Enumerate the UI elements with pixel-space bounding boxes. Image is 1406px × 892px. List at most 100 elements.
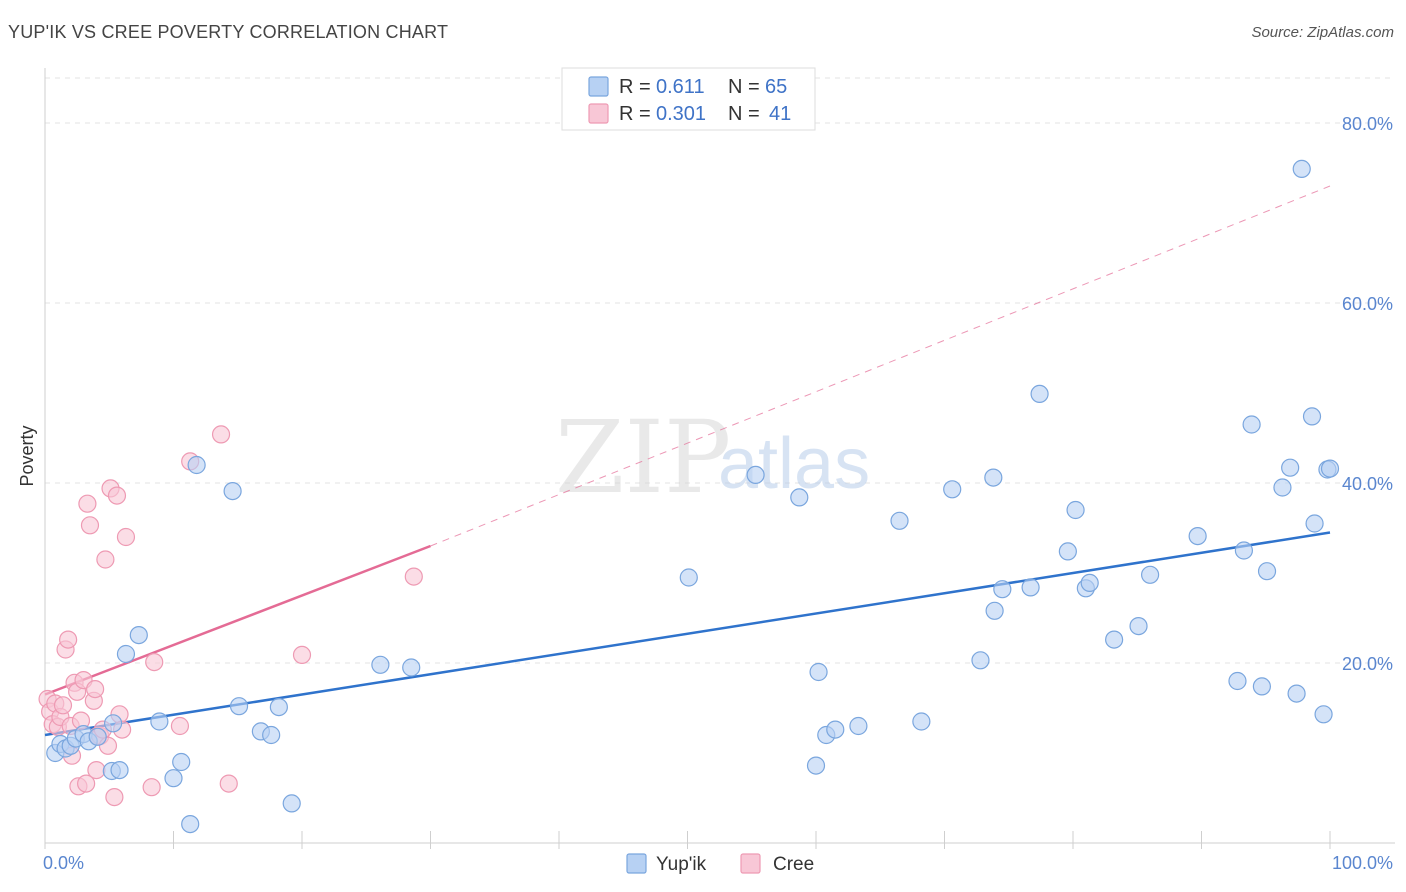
cree-point <box>80 516 100 535</box>
y-tick-label: 80.0% <box>1342 114 1393 134</box>
yupik-point <box>1058 542 1077 561</box>
cree-point <box>96 550 115 569</box>
watermark: ZIP atlas <box>555 399 870 516</box>
yupik-point <box>229 697 249 716</box>
yupik-point <box>1252 677 1271 696</box>
yupik-point <box>110 760 129 780</box>
cree-trend-line <box>44 544 431 696</box>
legend-n-value: 41 <box>769 103 791 125</box>
cree-point <box>116 527 136 547</box>
yupik-point <box>88 727 107 746</box>
yupik-point <box>1273 478 1292 497</box>
cree-point <box>219 774 238 793</box>
yupik-point <box>164 769 183 788</box>
yupik-point <box>187 455 206 475</box>
cree-point <box>292 645 312 665</box>
yupik-point <box>1292 159 1311 178</box>
yupik-point <box>679 568 698 587</box>
yupik-point <box>890 511 909 530</box>
grid-lines <box>45 77 1395 664</box>
chart-title: YUP'IK VS CREE POVERTY CORRELATION CHART <box>8 22 449 42</box>
cree-point <box>87 760 106 780</box>
cree-point <box>404 567 423 586</box>
y-tick-label: 60.0% <box>1342 294 1393 314</box>
yupik-point <box>150 712 169 731</box>
legend-r-label: R = <box>619 103 651 125</box>
yupik-point <box>1234 541 1254 560</box>
yupik-point <box>1140 565 1160 584</box>
cree-point <box>86 679 105 699</box>
yupik-point <box>104 714 123 733</box>
yupik-point <box>1281 458 1300 477</box>
cree-trend-extension <box>430 185 1331 547</box>
data-points <box>38 159 1340 834</box>
yupik-point <box>971 651 990 670</box>
yupik-point <box>746 465 765 484</box>
cree-point <box>142 778 161 797</box>
yupik-point <box>985 601 1004 620</box>
yupik-point <box>1129 616 1148 636</box>
cree-point <box>107 486 127 505</box>
cree-point <box>78 494 97 513</box>
legend-swatch-cree <box>588 103 609 124</box>
yupik-point <box>223 482 242 501</box>
yupik-point <box>826 720 845 739</box>
cree-point <box>59 630 78 649</box>
yupik-point <box>849 716 868 736</box>
yupik-point <box>1305 514 1324 533</box>
legend-n-label: N = <box>728 76 760 98</box>
yupik-point <box>790 488 809 507</box>
y-axis-label: Poverty <box>17 425 37 486</box>
yupik-point <box>282 794 301 813</box>
y-tick-labels: 20.0% 40.0% 60.0% 80.0% <box>1342 114 1393 674</box>
y-tick-label: 20.0% <box>1342 654 1393 674</box>
bottom-legend-swatch-cree <box>740 853 761 874</box>
cree-point <box>77 774 96 793</box>
cree-point <box>211 425 231 444</box>
legend-n-label: N = <box>728 103 760 125</box>
yupik-point <box>943 480 962 499</box>
cree-point <box>105 787 124 807</box>
bottom-legend-label-cree: Cree <box>773 854 814 875</box>
yupik-point <box>129 625 148 645</box>
yupik-trend-line <box>44 531 1331 737</box>
legend: R = 0.611 N = 65 R = 0.301 N = 41 <box>561 67 816 131</box>
yupik-point <box>1287 684 1306 703</box>
yupik-point <box>984 468 1003 487</box>
cree-point <box>170 716 190 736</box>
yupik-point <box>116 644 136 664</box>
trend-lines <box>44 185 1331 737</box>
bottom-legend-swatch-yupik <box>626 853 647 874</box>
yupik-point <box>371 655 390 674</box>
legend-n-value: 65 <box>765 76 787 98</box>
yupik-point <box>1314 705 1333 724</box>
yupik-point <box>1030 384 1049 403</box>
yupik-point <box>1242 415 1261 434</box>
yupik-point <box>1228 671 1247 691</box>
yupik-point <box>1302 407 1322 426</box>
legend-r-value: 0.611 <box>656 76 705 98</box>
source-label: Source: ZipAtlas.com <box>1251 24 1394 41</box>
cree-point <box>145 652 164 672</box>
yupik-point <box>1080 573 1099 593</box>
yupik-point <box>402 658 421 677</box>
yupik-point <box>1188 526 1207 546</box>
legend-r-value: 0.301 <box>656 103 706 125</box>
bottom-legend-label-yupik: Yup'ik <box>656 854 707 875</box>
yupik-point <box>809 662 828 682</box>
yupik-point <box>806 756 826 775</box>
yupik-point <box>1105 630 1124 649</box>
legend-swatch-yupik <box>588 76 609 97</box>
yupik-point <box>172 752 191 772</box>
watermark-zip: ZIP <box>555 399 731 516</box>
bottom-legend: Yup'ik Cree <box>626 853 814 875</box>
y-tick-label: 40.0% <box>1342 474 1393 494</box>
yupik-point <box>912 712 931 731</box>
yupik-point <box>262 725 281 745</box>
yupik-point <box>1257 562 1277 581</box>
yupik-point <box>181 814 200 834</box>
yupik-point <box>1320 459 1340 478</box>
x-tick-labels: 0.0% 100.0% <box>43 853 1393 873</box>
yupik-point <box>1021 578 1040 597</box>
